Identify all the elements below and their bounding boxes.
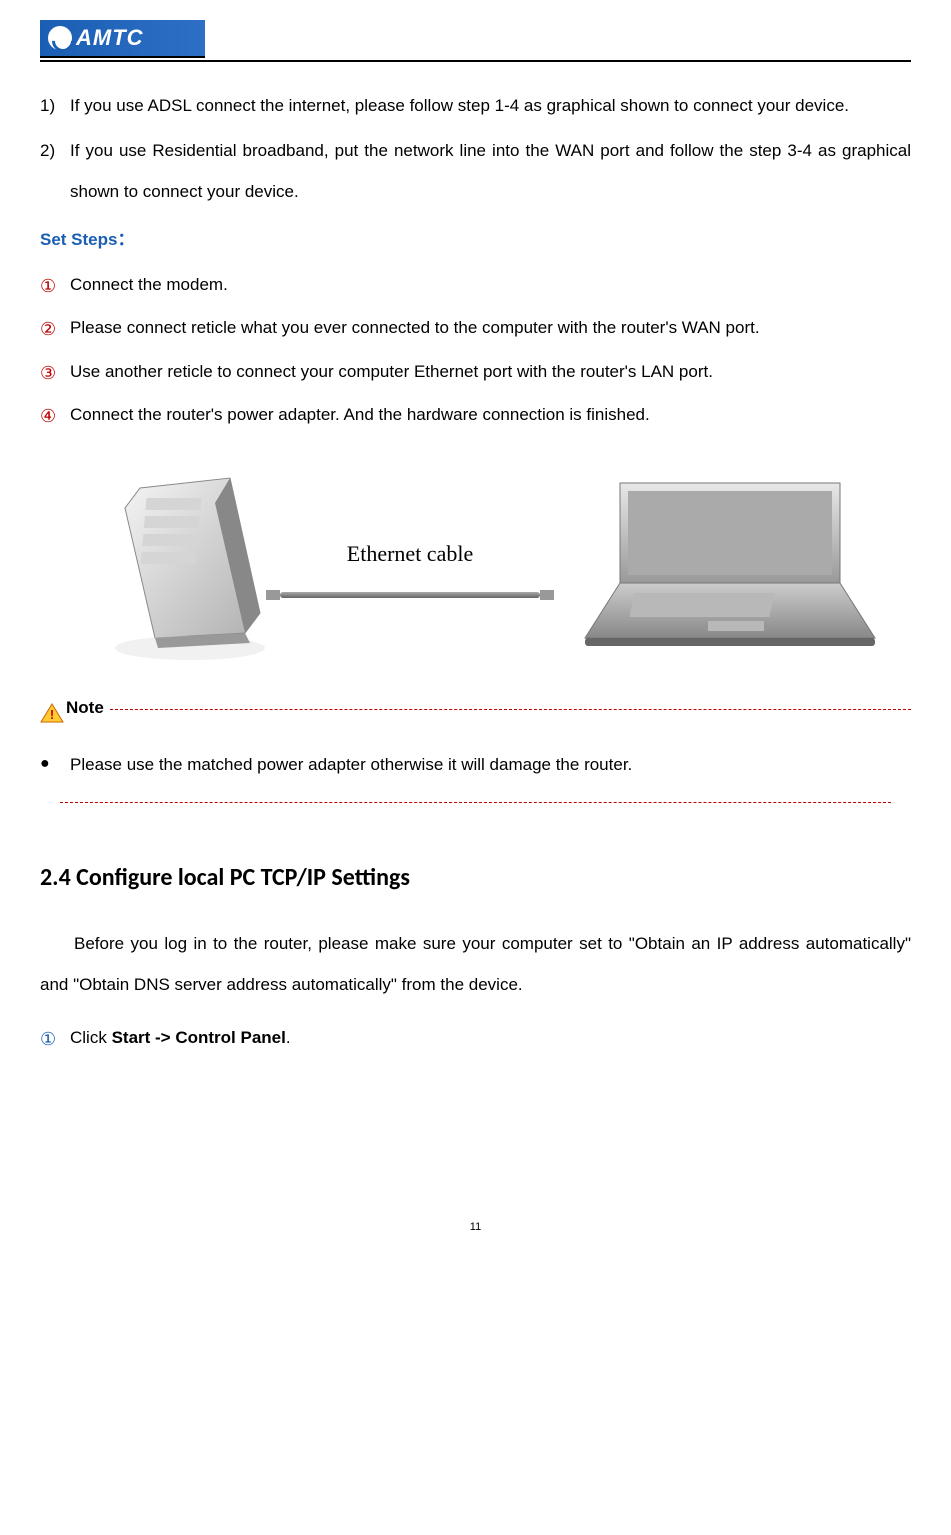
item-number: 1)	[40, 86, 70, 127]
page-number: 11	[40, 1221, 911, 1233]
connection-diagram: Ethernet cable	[100, 458, 881, 668]
item-number: 2)	[40, 131, 70, 213]
cable-line	[280, 592, 540, 598]
step-text: Connect the modem.	[70, 265, 228, 306]
note-header: ! Note	[40, 688, 911, 729]
numbered-item-1: 1) If you use ADSL connect the internet,…	[40, 86, 911, 127]
note-bullet: ● Please use the matched power adapter o…	[40, 745, 911, 786]
config-step-1: ① Click Start -> Control Panel.	[40, 1018, 911, 1061]
note-text: Please use the matched power adapter oth…	[70, 745, 632, 786]
item-text: If you use ADSL connect the internet, pl…	[70, 86, 911, 127]
step-text: Click Start -> Control Panel.	[70, 1018, 291, 1059]
step-text: Use another reticle to connect your comp…	[70, 352, 713, 393]
laptop-device	[560, 473, 880, 653]
svg-text:!: !	[50, 707, 54, 722]
step-text: Connect the router's power adapter. And …	[70, 395, 650, 436]
header-divider	[40, 60, 911, 62]
note-end-dashes	[60, 802, 891, 803]
circled-number: ③	[40, 352, 70, 395]
logo-icon	[48, 26, 72, 50]
circled-number: ②	[40, 308, 70, 351]
set-steps-heading: Set Steps：	[40, 220, 911, 261]
bullet-point: ●	[40, 745, 70, 786]
note-label: Note	[66, 688, 104, 729]
logo-text: AMTC	[76, 25, 144, 51]
brand-logo: AMTC	[40, 20, 205, 58]
router-device	[100, 458, 280, 668]
step-4: ④ Connect the router's power adapter. An…	[40, 395, 911, 438]
warning-icon: !	[40, 698, 64, 718]
circled-number-blue: ①	[40, 1018, 70, 1061]
note-section: ! Note ● Please use the matched power ad…	[40, 688, 911, 803]
ethernet-cable: Ethernet cable	[280, 528, 540, 599]
item-text: If you use Residential broadband, put th…	[70, 131, 911, 213]
numbered-item-2: 2) If you use Residential broadband, put…	[40, 131, 911, 213]
section-24-text: Before you log in to the router, please …	[40, 924, 911, 1006]
note-dashes	[110, 709, 911, 710]
step-text: Please connect reticle what you ever con…	[70, 308, 760, 349]
step-2: ② Please connect reticle what you ever c…	[40, 308, 911, 351]
section-24-heading: 2.4 Configure local PC TCP/IP Settings	[40, 849, 911, 907]
step-3: ③ Use another reticle to connect your co…	[40, 352, 911, 395]
circled-number: ④	[40, 395, 70, 438]
step-1: ① Connect the modem.	[40, 265, 911, 308]
circled-number: ①	[40, 265, 70, 308]
page-content: 1) If you use ADSL connect the internet,…	[40, 86, 911, 1061]
cable-label: Ethernet cable	[280, 528, 540, 581]
